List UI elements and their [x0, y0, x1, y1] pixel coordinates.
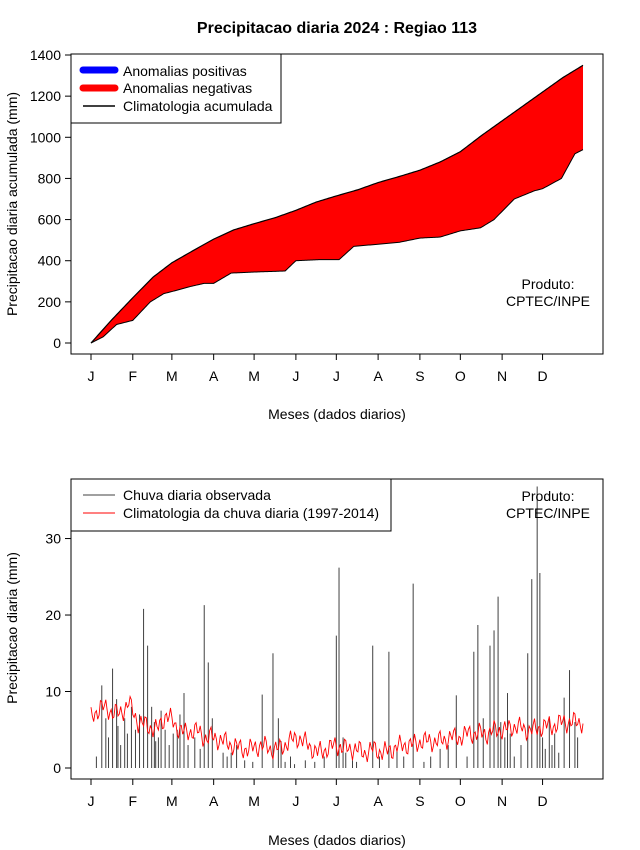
x-tick-label: A	[373, 793, 383, 809]
legend-box	[70, 478, 392, 532]
x-tick-label: O	[455, 368, 466, 384]
climatology-line	[90, 694, 584, 763]
legend-label: Anomalias negativas	[123, 80, 252, 96]
climatology-daily-line	[90, 694, 584, 763]
x-tick-label: J	[292, 793, 299, 809]
legend: Anomalias positivas Anomalias negativas …	[70, 53, 282, 124]
legend-label: Climatologia acumulada	[123, 98, 273, 114]
y-axis: 0 10 20 30	[45, 531, 72, 776]
y-tick-label: 30	[45, 531, 61, 547]
x-tick-label: S	[415, 793, 424, 809]
y-tick-label: 1000	[30, 129, 61, 145]
x-axis-label: Meses (dados diarios)	[268, 832, 406, 848]
legend: Chuva diaria observada Climatologia da c…	[70, 478, 392, 532]
y-tick-label: 20	[45, 607, 61, 623]
product-source: CPTEC/INPE	[506, 505, 590, 521]
y-tick-label: 1400	[30, 47, 61, 63]
y-tick-label: 600	[38, 212, 62, 228]
legend-label: Chuva diaria observada	[123, 487, 271, 503]
negative-anomaly-area	[91, 65, 583, 344]
x-tick-label: M	[248, 368, 260, 384]
y-tick-label: 0	[53, 760, 61, 776]
y-axis-label: Precipitacao diaria acumulada (mm)	[4, 92, 20, 316]
y-tick-label: 0	[53, 335, 61, 351]
x-tick-label: J	[88, 368, 95, 384]
figure-title: Precipitacao diaria 2024 : Regiao 113	[197, 20, 477, 37]
x-tick-label: O	[455, 793, 466, 809]
x-tick-label: N	[497, 793, 507, 809]
x-tick-label: A	[209, 368, 219, 384]
x-tick-label: A	[373, 368, 383, 384]
anomaly-area	[91, 65, 583, 344]
x-tick-label: J	[333, 368, 340, 384]
y-tick-label: 200	[38, 294, 62, 310]
product-label: Produto:	[522, 276, 575, 292]
x-tick-label: J	[292, 368, 299, 384]
panel-daily: 0 10 20 30 J F M A M J J A S O N D Meses (dados diario…	[4, 478, 604, 848]
x-tick-label: M	[248, 793, 260, 809]
y-axis: 0 200 400 600 800 1000 1200 1400	[30, 47, 72, 351]
x-tick-label: N	[497, 368, 507, 384]
y-tick-label: 800	[38, 170, 62, 186]
x-tick-label: F	[129, 368, 138, 384]
y-axis-label: Precipitacao diaria (mm)	[4, 552, 20, 704]
x-tick-label: M	[166, 793, 178, 809]
legend-label: Anomalias positivas	[123, 63, 247, 79]
x-tick-label: S	[415, 368, 424, 384]
product-source: CPTEC/INPE	[506, 293, 590, 309]
x-tick-label: J	[88, 793, 95, 809]
x-tick-label: D	[537, 793, 547, 809]
x-axis-label: Meses (dados diarios)	[268, 406, 406, 422]
x-tick-label: M	[166, 368, 178, 384]
climatology-accumulated-line	[90, 64, 584, 344]
legend-label: Climatologia da chuva diaria (1997-2014)	[123, 505, 379, 521]
y-tick-label: 400	[38, 253, 62, 269]
x-tick-label: J	[333, 793, 340, 809]
observed-accumulated-line	[90, 149, 584, 344]
x-tick-label: A	[209, 793, 219, 809]
y-tick-label: 1200	[30, 88, 61, 104]
y-tick-label: 10	[45, 684, 61, 700]
x-tick-label: F	[129, 793, 138, 809]
series-lines	[90, 64, 584, 344]
panel-accumulated: 0 200 400 600 800 1000 1200 1400 J F M A M J J A S O N D M…	[4, 47, 604, 422]
x-tick-label: D	[537, 368, 547, 384]
product-label: Produto:	[522, 488, 575, 504]
